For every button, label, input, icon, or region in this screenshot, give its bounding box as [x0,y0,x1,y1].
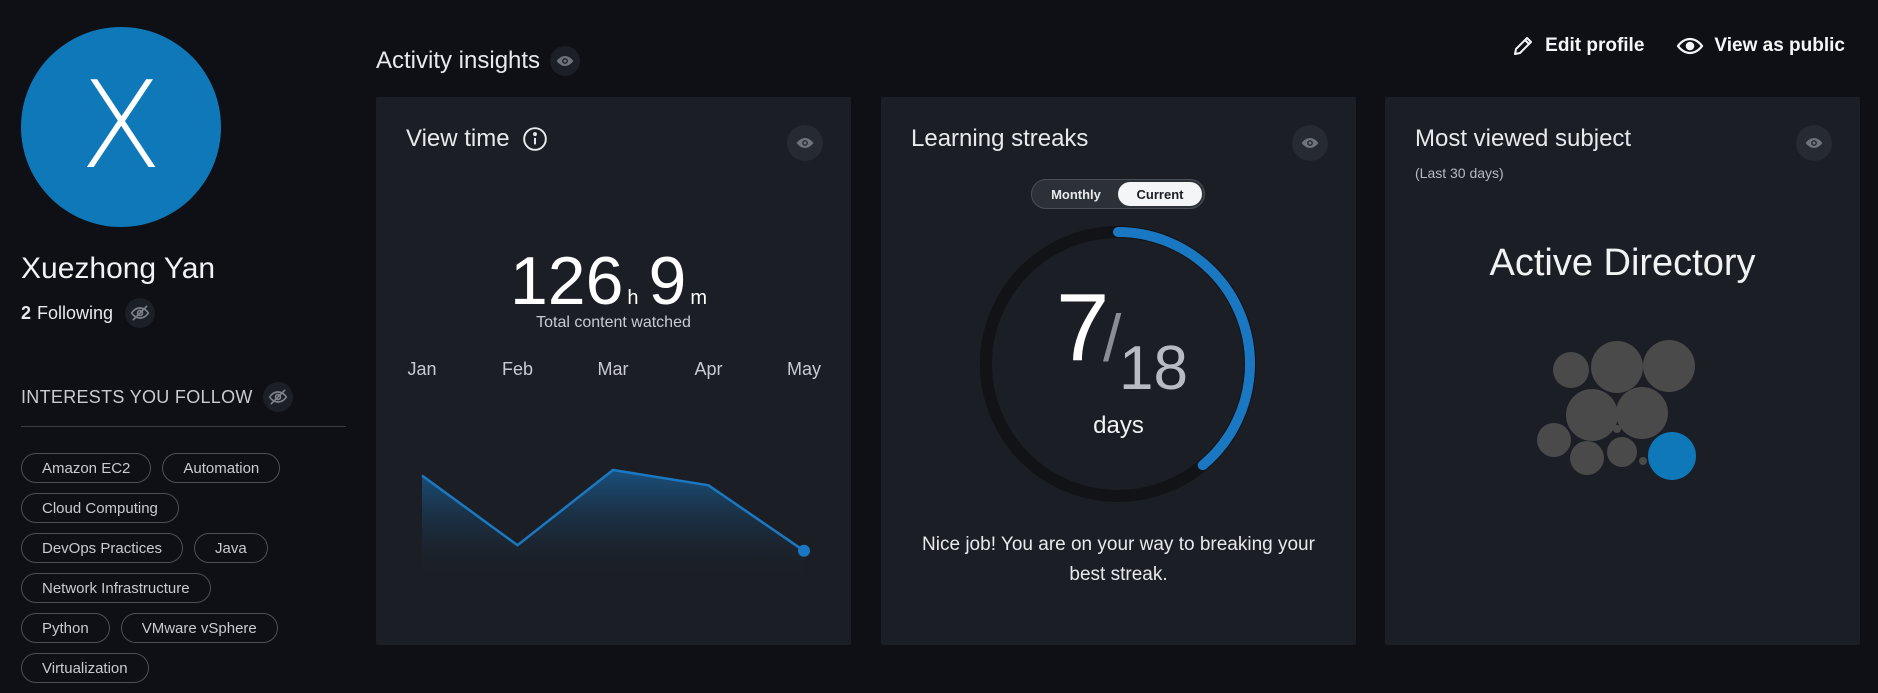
view-time-chart: Jan Feb Mar Apr May [407,359,821,587]
subject-bubble [1570,441,1604,475]
view-as-public-label: View as public [1714,35,1845,56]
eye-icon[interactable] [787,125,823,161]
hours-unit: h [627,287,639,309]
interest-tag[interactable]: Amazon EC2 [21,453,152,483]
interest-tag[interactable]: VMware vSphere [120,613,278,643]
profile-panel: X Xuezhong Yan 2 Following INTERESTS YOU… [0,0,360,687]
subject-bubble [1639,457,1647,465]
toggle-current[interactable]: Current [1118,182,1202,206]
streak-unit: days [1093,412,1144,439]
following-summary: 2 Following [21,298,156,328]
view-as-public-button[interactable]: View as public [1676,34,1845,58]
user-name: Xuezhong Yan [21,252,216,285]
interest-tag[interactable]: Automation [162,453,281,483]
edit-profile-button[interactable]: Edit profile [1511,34,1644,58]
activity-insights-label: Activity insights [376,47,541,74]
activity-insights-title: Activity insights [376,46,581,76]
interests-heading: INTERESTS YOU FOLLOW [21,382,346,427]
following-label[interactable]: Following [37,302,114,323]
hidden-eye-icon[interactable] [262,382,293,412]
info-icon[interactable] [522,126,548,152]
best-streak: 18 [1119,334,1188,403]
learning-streaks-title: Learning streaks [911,125,1089,152]
minutes-unit: m [690,287,708,309]
following-count: 2 [21,302,32,323]
interest-tag[interactable]: Cloud Computing [21,493,179,523]
most-viewed-subject: Active Directory [1489,242,1756,284]
most-viewed-card: Most viewed subject (Last 30 days) Activ… [1385,97,1860,645]
subject-bubble [1537,423,1571,457]
subject-bubble-highlight [1648,432,1696,480]
streak-message: Nice job! You are on your way to breakin… [922,534,1315,585]
streak-slash: / [1103,301,1122,375]
view-time-card: View time 126 h 9 m Total content watched J… [376,97,851,645]
eye-icon[interactable] [1292,125,1328,161]
current-streak: 7 [1056,274,1110,381]
chart-point[interactable] [798,544,810,557]
chart-x-label: Mar [598,359,629,379]
subject-bubble [1643,340,1695,392]
subject-bubble [1613,425,1621,433]
view-time-label: View time [406,125,510,152]
eye-icon [1677,37,1704,55]
total-view-time: 126 h 9 m [376,242,851,320]
subject-bubble [1616,387,1668,439]
learning-streaks-card: Learning streaks Monthly Current 7 / 18 … [881,97,1356,645]
minutes-value: 9 [648,243,687,319]
view-time-title: View time [406,125,548,153]
hidden-eye-icon[interactable] [125,298,156,328]
chart-x-label: Apr [694,359,722,379]
subject-bubble [1607,437,1637,467]
chart-area [422,470,804,587]
avatar-letter: X [79,57,163,196]
chart-x-label: Jan [407,359,436,379]
pencil-icon [1514,37,1533,55]
interest-tag[interactable]: Java [194,533,268,563]
view-time-caption: Total content watched [536,314,691,331]
interest-tag[interactable]: Virtualization [21,653,149,683]
subject-bubble-cluster [1537,340,1696,480]
streak-count: 7 / 18 days [881,280,1356,450]
subject-bubble [1553,352,1589,388]
eye-icon[interactable] [1796,125,1832,161]
chart-x-label: Feb [502,359,533,379]
most-viewed-title: Most viewed subject [1415,125,1632,152]
interest-tags: Amazon EC2 Automation Cloud Computing De… [21,453,351,693]
eye-icon[interactable] [550,46,581,76]
interest-tag[interactable]: Network Infrastructure [21,573,211,603]
toggle-monthly[interactable]: Monthly [1051,186,1101,202]
streak-period-toggle: Monthly Current [1031,179,1205,209]
profile-actions: Edit profile View as public [1511,34,1845,58]
streak-progress-ring [980,226,1256,502]
interests-heading-text: INTERESTS YOU FOLLOW [21,386,253,407]
most-viewed-subtitle: (Last 30 days) [1415,165,1504,181]
streak-progress-arc [981,227,1255,501]
subject-bubble [1591,341,1643,393]
hours-value: 126 [509,243,624,319]
subject-bubble [1566,389,1618,441]
interest-tag[interactable]: DevOps Practices [21,533,184,563]
edit-profile-label: Edit profile [1545,35,1645,56]
avatar: X [21,27,221,227]
chart-line [421,468,805,552]
interest-tag[interactable]: Python [21,613,110,643]
chart-x-label: May [787,359,821,379]
